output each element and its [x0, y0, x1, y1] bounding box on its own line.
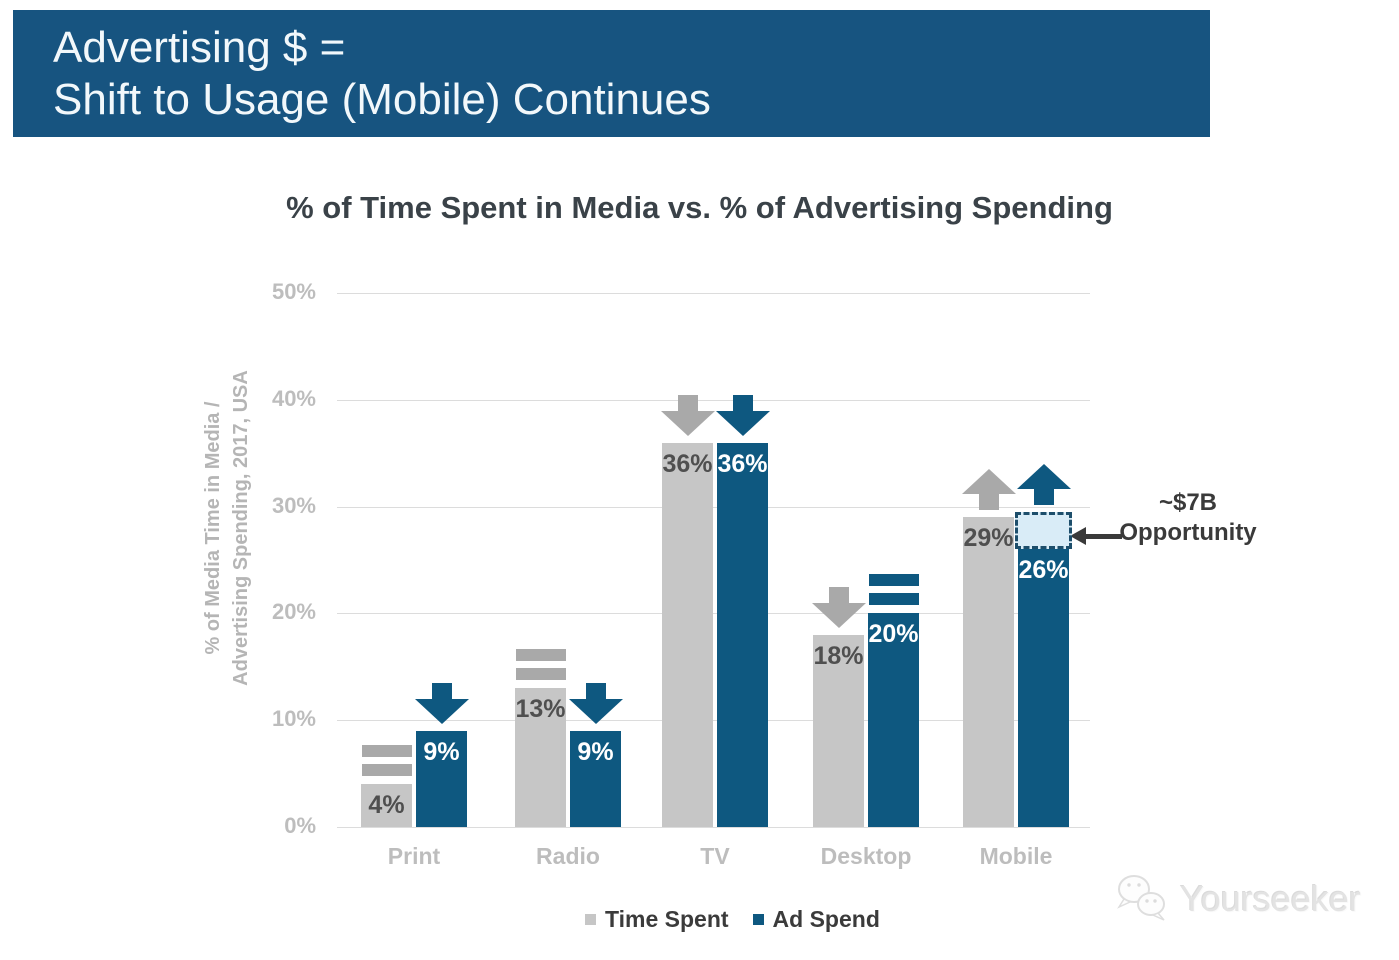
legend-label-ad-spend: Ad Spend — [772, 906, 880, 932]
opportunity-annotation: ~$7B Opportunity — [1108, 488, 1268, 548]
arrow-head — [961, 469, 1016, 495]
gridline-50- — [337, 293, 1090, 294]
trend-flat-icon-desktop-ad-spend — [868, 574, 919, 606]
chart-legend: Time Spent Ad Spend — [585, 906, 880, 933]
legend-swatch-time-spent-icon — [585, 914, 596, 925]
legend-label-time-spent: Time Spent — [605, 906, 729, 932]
annotation-arrowhead-icon — [1070, 527, 1086, 545]
bar-value-mobile-time-spent: 29% — [963, 524, 1014, 553]
arrow-stem — [978, 493, 999, 511]
bar-value-tv-ad-spend: 36% — [717, 449, 768, 478]
arrow-head — [568, 698, 623, 724]
bar-mobile-time-spent — [963, 517, 1014, 827]
arrow-stem — [677, 394, 698, 412]
arrow-stem — [732, 394, 753, 412]
x-label-radio: Radio — [536, 843, 600, 869]
gridline-40- — [337, 399, 1090, 401]
bar-value-radio-time-spent: 13% — [515, 695, 566, 724]
bar-tv-ad-spend — [717, 442, 768, 827]
trend-flat-icon-print-time-spent — [361, 745, 412, 777]
arrow-head — [715, 410, 770, 436]
bar-value-print-time-spent: 4% — [368, 791, 405, 820]
bar-desktop-ad-spend — [868, 613, 919, 827]
x-label-mobile: Mobile — [979, 843, 1053, 869]
flat-bar-top — [868, 574, 919, 587]
trend-down-arrow-icon-desktop-time-spent — [811, 586, 866, 628]
annotation-label: Opportunity — [1119, 519, 1257, 546]
flat-bar-bottom — [868, 593, 919, 606]
arrow-head — [414, 698, 469, 724]
opportunity-gap-box — [1015, 511, 1072, 550]
arrow-head — [660, 410, 715, 436]
watermark: Yourseeker — [1110, 872, 1361, 926]
flat-bar-bottom — [361, 764, 412, 777]
arrow-stem — [585, 682, 606, 700]
trend-down-arrow-icon-radio-ad-spend — [568, 682, 623, 724]
flat-bar-top — [361, 745, 412, 758]
trend-flat-icon-radio-time-spent — [515, 649, 566, 681]
chat-bubbles-icon — [1117, 875, 1165, 921]
chart-title: % of Time Spent in Media vs. % of Advert… — [286, 190, 1113, 225]
y-tick-20-: 20% — [271, 599, 316, 625]
y-tick-0-: 0% — [284, 813, 316, 838]
arrow-head — [811, 602, 866, 628]
flat-bar-top — [515, 649, 566, 662]
banner-title-line2: Shift to Usage (Mobile) Continues — [53, 74, 711, 124]
arrow-head — [1016, 463, 1071, 489]
y-tick-40-: 40% — [271, 385, 316, 411]
bar-desktop-time-spent — [813, 634, 864, 827]
gridline-0- — [337, 827, 1090, 828]
banner-title-line1: Advertising $ = — [53, 22, 346, 72]
bar-tv-time-spent — [662, 442, 713, 827]
trend-down-arrow-icon-tv-ad-spend — [715, 394, 770, 436]
bar-value-radio-ad-spend: 9% — [577, 737, 614, 766]
bar-radio-time-spent — [515, 688, 566, 827]
bar-value-desktop-ad-spend: 20% — [868, 620, 919, 649]
gridline-10- — [337, 720, 1090, 722]
bar-value-tv-time-spent: 36% — [662, 449, 713, 478]
arrow-stem — [828, 586, 849, 604]
annotation-arrow-line — [1086, 534, 1122, 539]
bar-value-print-ad-spend: 9% — [423, 737, 460, 766]
x-label-tv: TV — [700, 843, 730, 869]
y-tick-50-: 50% — [271, 279, 316, 304]
bar-value-desktop-time-spent: 18% — [813, 641, 864, 670]
y-tick-10-: 10% — [271, 706, 316, 732]
trend-down-arrow-icon-print-ad-spend — [414, 682, 469, 724]
gridline-20- — [337, 613, 1090, 615]
trend-down-arrow-icon-tv-time-spent — [660, 394, 715, 436]
annotation-value: ~$7B — [1158, 489, 1218, 516]
bar-mobile-ad-spend — [1018, 549, 1069, 827]
trend-up-arrow-icon-mobile-time-spent — [961, 469, 1016, 511]
x-label-desktop: Desktop — [820, 843, 912, 869]
legend-swatch-ad-spend-icon — [752, 914, 764, 925]
bar-value-mobile-ad-spend: 26% — [1018, 556, 1069, 585]
bar-radio-ad-spend — [570, 730, 621, 827]
trend-up-arrow-icon-mobile-ad-spend — [1016, 463, 1071, 505]
arrow-stem — [1033, 487, 1054, 505]
arrow-stem — [431, 682, 452, 700]
flat-bar-bottom — [515, 668, 566, 681]
bar-print-ad-spend — [416, 730, 467, 827]
slide-header-banner: Advertising $ = Shift to Usage (Mobile) … — [13, 10, 1210, 137]
x-label-print: Print — [387, 843, 441, 869]
bar-print-time-spent — [361, 784, 412, 827]
y-tick-30-: 30% — [271, 492, 316, 518]
watermark-text: Yourseeker — [1180, 878, 1361, 919]
gridline-30- — [337, 506, 1090, 508]
